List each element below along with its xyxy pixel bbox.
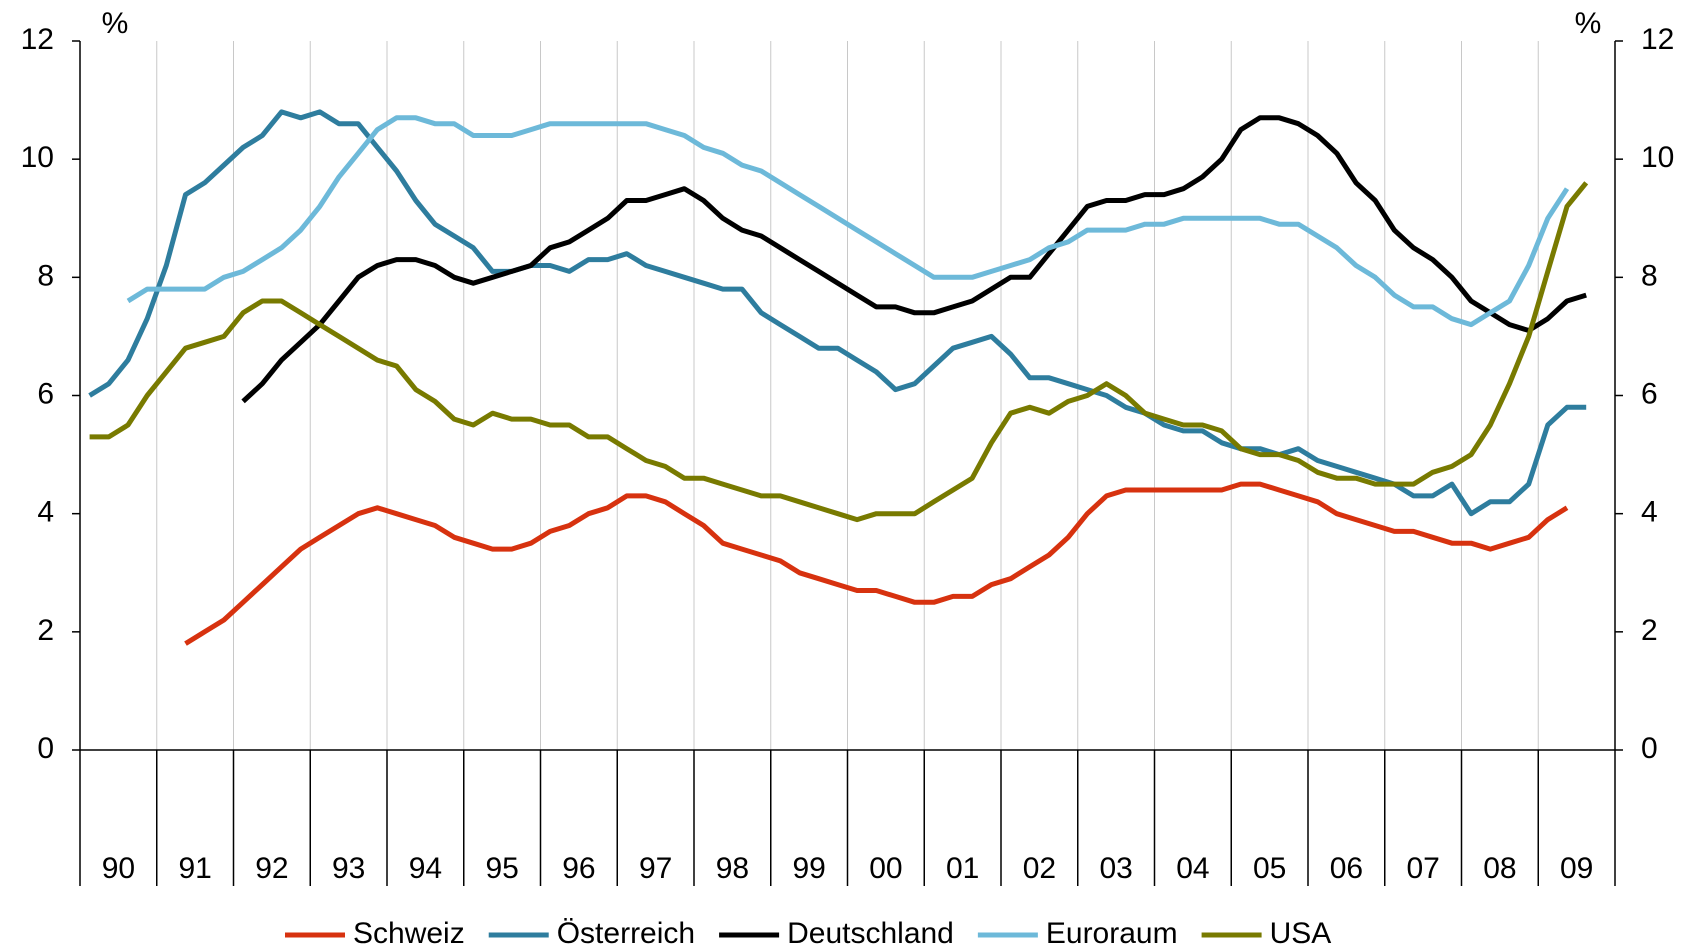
series-line bbox=[89, 181, 1589, 523]
x-tick-label: 97 bbox=[639, 852, 672, 885]
y2-tick-label: 6 bbox=[1641, 377, 1658, 410]
x-tick-label: 99 bbox=[792, 852, 825, 885]
x-tick-label: 94 bbox=[409, 852, 442, 885]
x-tick-label: 90 bbox=[102, 852, 135, 885]
x-tick-label: 92 bbox=[255, 852, 288, 885]
x-tick-label: 00 bbox=[869, 852, 902, 885]
y2-tick-label: 4 bbox=[1641, 496, 1658, 529]
series-line bbox=[126, 115, 1570, 328]
x-tick-label: 95 bbox=[485, 852, 518, 885]
y2-tick-label: 8 bbox=[1641, 259, 1658, 292]
series-line bbox=[184, 481, 1569, 646]
legend-label: Schweiz bbox=[353, 917, 465, 950]
y-tick-label: 8 bbox=[37, 259, 54, 292]
legend-label: USA bbox=[1270, 917, 1332, 950]
x-tick-label: 05 bbox=[1253, 852, 1286, 885]
series-line bbox=[241, 115, 1587, 404]
y-unit: % bbox=[102, 7, 129, 40]
legend-label: Österreich bbox=[557, 917, 695, 950]
x-tick-label: 06 bbox=[1330, 852, 1363, 885]
y-tick-label: 0 bbox=[37, 732, 54, 765]
x-tick-label: 04 bbox=[1176, 852, 1209, 885]
y2-tick-label: 10 bbox=[1641, 141, 1674, 174]
x-tick-label: 07 bbox=[1406, 852, 1439, 885]
x-tick-label: 08 bbox=[1483, 852, 1516, 885]
y2-tick-label: 2 bbox=[1641, 614, 1658, 647]
x-tick-label: 02 bbox=[1023, 852, 1056, 885]
y-tick-label: 2 bbox=[37, 614, 54, 647]
x-tick-label: 96 bbox=[562, 852, 595, 885]
x-tick-label: 91 bbox=[178, 852, 211, 885]
y-tick-label: 6 bbox=[37, 377, 54, 410]
x-tick-label: 98 bbox=[716, 852, 749, 885]
y2-tick-label: 12 bbox=[1641, 23, 1674, 56]
legend-label: Deutschland bbox=[787, 917, 954, 950]
x-tick-label: 03 bbox=[1099, 852, 1132, 885]
x-tick-label: 93 bbox=[332, 852, 365, 885]
series-line bbox=[88, 109, 1587, 517]
y2-unit: % bbox=[1575, 7, 1602, 40]
y2-tick-label: 0 bbox=[1641, 732, 1658, 765]
y-tick-label: 12 bbox=[21, 23, 54, 56]
y-tick-label: 4 bbox=[37, 496, 54, 529]
y-tick-label: 10 bbox=[21, 141, 54, 174]
legend-label: Euroraum bbox=[1046, 917, 1178, 950]
x-tick-label: 01 bbox=[946, 852, 979, 885]
x-tick-label: 09 bbox=[1560, 852, 1593, 885]
